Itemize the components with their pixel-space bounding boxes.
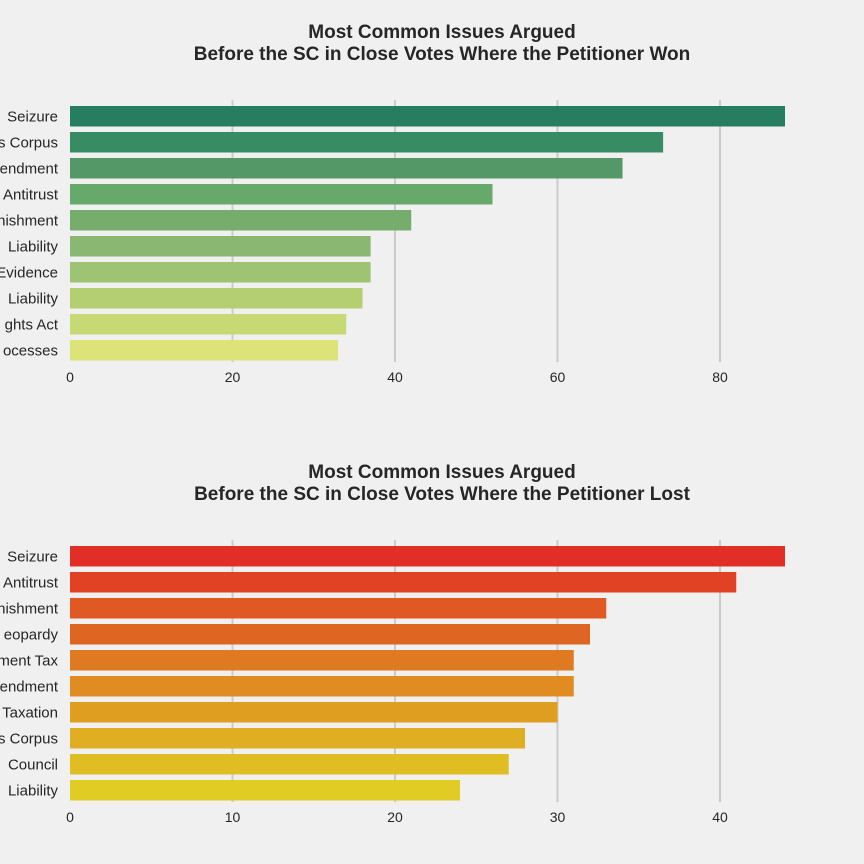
bar [70, 340, 339, 361]
bar [70, 262, 371, 283]
x-tick-label: 20 [387, 809, 403, 825]
chart-title-line-1: Most Common Issues Argued [308, 22, 576, 43]
category-label: s Corpus [0, 134, 58, 151]
chart-title-line-2: Before the SC in Close Votes Where the P… [194, 484, 690, 505]
chart-title-line-1: Most Common Issues Argued [308, 462, 576, 483]
bar [70, 210, 412, 231]
bar [70, 676, 574, 697]
category-label: Taxation [2, 704, 58, 721]
category-label: endment [0, 160, 59, 177]
category-label: ment Tax [0, 652, 58, 669]
category-label: Seizure [7, 108, 58, 125]
bar [70, 288, 363, 309]
chart-title-line-2: Before the SC in Close Votes Where the P… [193, 44, 691, 65]
category-label: Antitrust [3, 574, 59, 591]
category-label: endment [0, 678, 59, 695]
x-tick-label: 30 [550, 809, 566, 825]
category-label: ghts Act [5, 316, 59, 333]
bar [70, 572, 737, 593]
bar-plot: Seizure s Corpus endment Antitrust nishment L… [0, 100, 785, 385]
bar [70, 728, 525, 749]
bar [70, 780, 460, 801]
bar [70, 546, 785, 567]
x-tick-label: 60 [550, 369, 566, 385]
category-label: eopardy [4, 626, 59, 643]
bar [70, 702, 558, 723]
x-tick-label: 10 [225, 809, 241, 825]
bar [70, 754, 509, 775]
x-tick-label: 40 [712, 809, 728, 825]
bar [70, 158, 623, 179]
chart-title: Most Common Issues Argued Before the SC … [20, 22, 864, 66]
category-label: s Corpus [0, 730, 58, 747]
chart-title: Most Common Issues Argued Before the SC … [20, 462, 864, 506]
chart-petitioner-lost: Most Common Issues Argued Before the SC … [0, 440, 864, 864]
category-label: nishment [0, 600, 59, 617]
chart-petitioner-won: Most Common Issues Argued Before the SC … [0, 22, 864, 385]
category-label: nishment [0, 212, 59, 229]
category-label: ocesses [3, 342, 58, 359]
x-tick-label: 0 [66, 809, 74, 825]
category-label: Liability [8, 782, 59, 799]
category-label: Evidence [0, 264, 58, 281]
category-label: Seizure [7, 548, 58, 565]
bar [70, 132, 664, 153]
bar-plot: Seizure Antitrust nishment eopardy ment Tax e… [0, 540, 785, 825]
bar [70, 624, 590, 645]
category-label: Antitrust [3, 186, 59, 203]
x-tick-label: 80 [712, 369, 728, 385]
x-tick-label: 20 [225, 369, 241, 385]
category-label: Liability [8, 290, 59, 307]
category-label: Liability [8, 238, 59, 255]
x-tick-label: 0 [66, 369, 74, 385]
bar [70, 650, 574, 671]
bar [70, 106, 785, 127]
bar [70, 184, 493, 205]
x-tick-label: 40 [387, 369, 403, 385]
bar [70, 598, 607, 619]
bar [70, 236, 371, 257]
bar [70, 314, 347, 335]
category-label: Council [8, 756, 58, 773]
